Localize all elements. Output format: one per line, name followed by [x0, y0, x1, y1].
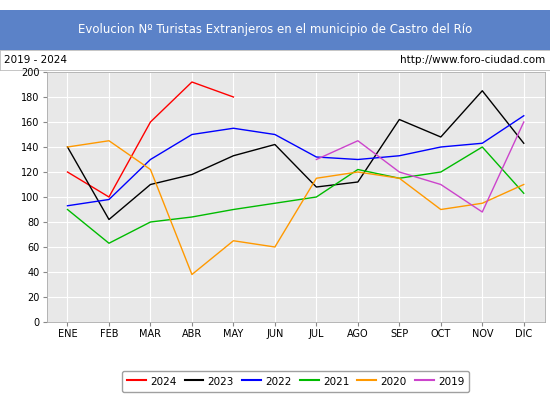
Legend: 2024, 2023, 2022, 2021, 2020, 2019: 2024, 2023, 2022, 2021, 2020, 2019: [122, 371, 470, 392]
Text: http://www.foro-ciudad.com: http://www.foro-ciudad.com: [400, 55, 546, 65]
Text: 2019 - 2024: 2019 - 2024: [4, 55, 68, 65]
Text: Evolucion Nº Turistas Extranjeros en el municipio de Castro del Río: Evolucion Nº Turistas Extranjeros en el …: [78, 24, 472, 36]
